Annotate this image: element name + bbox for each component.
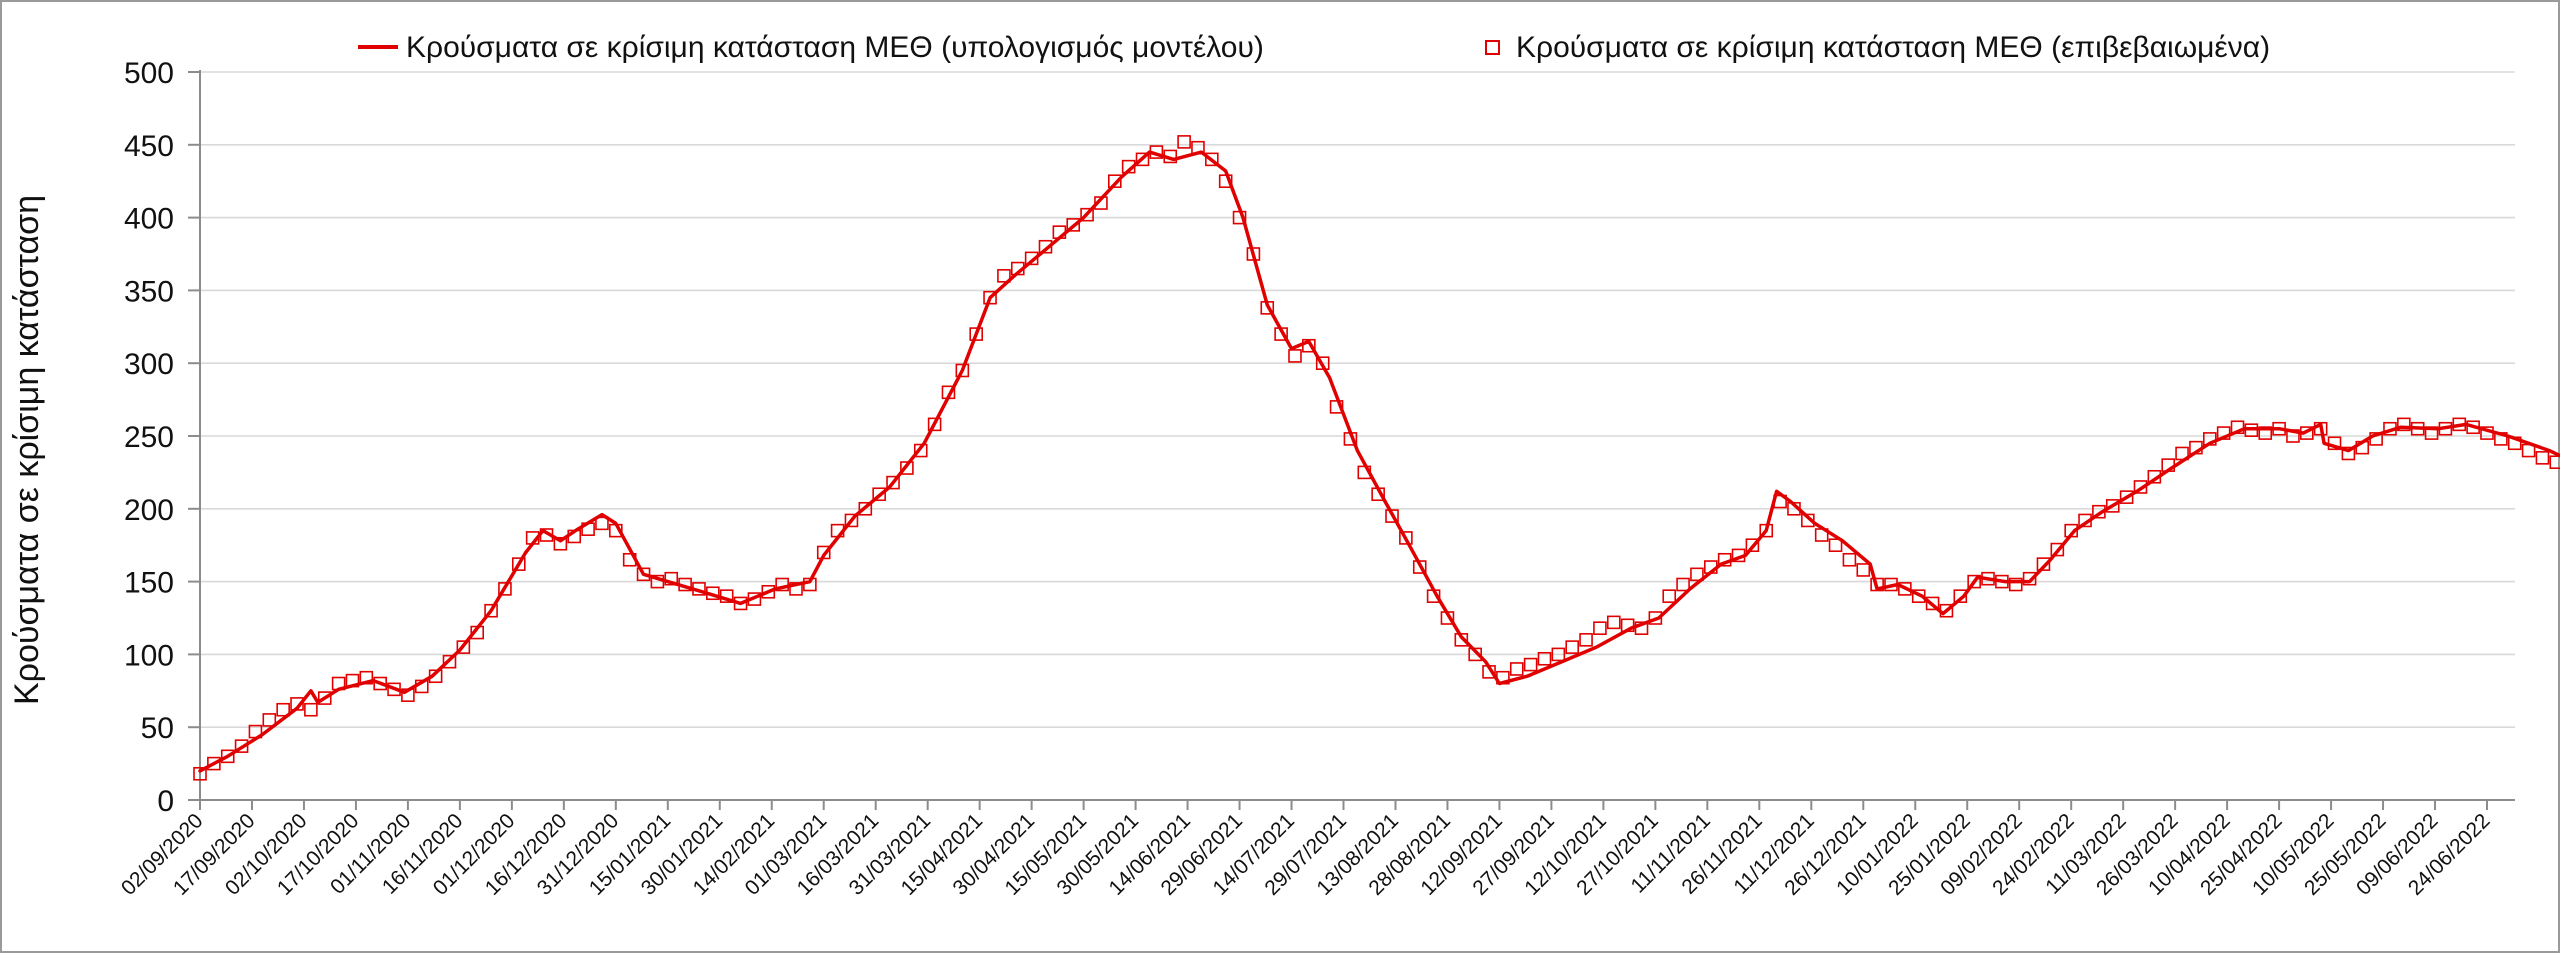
confirmed-data-point: [511, 557, 526, 571]
confirmed-data-point: [193, 766, 207, 781]
confirmed-data-point: [207, 756, 221, 771]
confirmed-data-point: [484, 603, 498, 618]
confirmed-data-point: [2341, 446, 2356, 461]
confirmed-data-point: [1925, 596, 1940, 611]
confirmed-data-point: [1108, 174, 1122, 188]
confirmed-data-point: [456, 640, 471, 654]
confirmed-data-point: [1509, 662, 1524, 676]
y-axis-title: Κρούσματα σε κρίσιμη κατάσταση: [8, 195, 46, 705]
confirmed-data-point: [1537, 651, 1552, 666]
model-line-series: [198, 150, 2560, 773]
confirmed-data-point: [1953, 589, 1968, 603]
confirmed-data-point: [1288, 349, 1302, 363]
confirmed-data-point: [886, 475, 900, 490]
confirmed-data-point: [2549, 455, 2560, 470]
y-tick-label: 300: [124, 348, 174, 381]
confirmed-data-point: [1523, 657, 1538, 672]
confirmed-data-point: [2008, 577, 2023, 592]
y-tick-label: 400: [124, 203, 174, 236]
confirmed-data-point: [900, 461, 914, 475]
confirmed-data-point: [1135, 152, 1150, 167]
y-tick-label: 100: [124, 639, 174, 672]
y-tick-label: 500: [124, 57, 174, 90]
model-line: [198, 150, 2560, 773]
confirmed-data-point: [2535, 451, 2550, 465]
confirmed-data-point: [373, 676, 387, 691]
confirmed-data-point: [983, 290, 997, 305]
y-tick-label: 0: [157, 785, 174, 818]
confirmed-data-point: [927, 417, 942, 432]
y-tick-label: 150: [124, 567, 174, 600]
y-tick-label: 50: [141, 712, 174, 745]
confirmed-data-point: [595, 516, 609, 531]
confirmed-data-point: [844, 513, 859, 528]
confirmed-data-point: [2036, 557, 2051, 571]
confirmed-data-point: [761, 584, 776, 599]
confirmed-data-point: [498, 582, 512, 596]
confirmed-data-point: [1676, 577, 1690, 592]
x-axis-ticks: 02/09/202017/09/202002/10/202017/10/2020…: [117, 800, 2495, 900]
confirmed-data-point: [234, 739, 249, 753]
confirmed-data-point: [2119, 490, 2134, 504]
confirmed-data-point: [1593, 621, 1607, 635]
confirmed-data-point: [262, 713, 277, 727]
y-axis-ticks: 0 50 100 150 200 250 300 350 400 450 500: [124, 57, 200, 818]
confirmed-data-point: [664, 571, 679, 586]
legend-square-marker: [1485, 40, 1500, 55]
confirmed-data-point: [955, 363, 970, 378]
confirmed-data-point: [1385, 509, 1399, 523]
confirmed-data-point: [1828, 538, 1843, 553]
gridlines: [200, 71, 2515, 729]
legend: Κρούσματα σε κρίσιμη κατάσταση ΜΕΘ (υπολ…: [358, 31, 2270, 64]
legend-label-model: Κρούσματα σε κρίσιμη κατάσταση ΜΕΘ (υπολ…: [406, 31, 1264, 64]
confirmed-data-point: [2397, 417, 2411, 432]
confirmed-data-point: [1468, 647, 1482, 662]
confirmed-data-point: [2105, 499, 2120, 513]
confirmed-data-point: [1967, 574, 1981, 589]
confirmed-data-point: [2050, 542, 2065, 557]
confirmed-data-point: [1579, 633, 1593, 647]
y-tick-label: 250: [124, 421, 174, 454]
confirmed-data-point: [220, 749, 235, 764]
confirmed-data-point: [442, 654, 457, 669]
confirmed-data-point: [1551, 647, 1566, 662]
confirmed-data-point: [1399, 531, 1413, 545]
confirmed-data-point: [1177, 135, 1191, 149]
confirmed-data-point: [1080, 207, 1094, 222]
y-tick-label: 350: [124, 275, 174, 308]
confirmed-data-point: [317, 691, 332, 705]
confirmed-data-point: [872, 487, 886, 502]
confirmed-data-point: [1565, 640, 1579, 654]
y-tick-label: 200: [124, 494, 174, 527]
confirmed-data-point: [1856, 563, 1871, 577]
confirmed-data-point: [2022, 571, 2037, 586]
confirmed-data-point: [1066, 218, 1081, 232]
confirmed-data-point: [913, 443, 928, 458]
confirmed-data-point: [969, 327, 983, 341]
y-tick-label: 450: [124, 130, 174, 163]
confirmed-data-point: [1205, 152, 1219, 167]
confirmed-markers-series: [193, 135, 2560, 781]
confirmed-data-point: [733, 596, 748, 611]
confirmed-data-point: [997, 269, 1011, 283]
legend-label-confirmed: Κρούσματα σε κρίσιμη κατάσταση ΜΕΘ (επιβ…: [1516, 31, 2270, 64]
confirmed-data-point: [304, 702, 318, 717]
confirmed-data-point: [1662, 589, 1677, 603]
confirmed-data-point: [1745, 538, 1760, 553]
confirmed-data-point: [1606, 615, 1621, 630]
confirmed-data-point: [553, 536, 568, 551]
confirmed-data-point: [1842, 552, 1857, 567]
confirmed-data-point: [858, 501, 873, 516]
confirmed-data-point: [276, 702, 290, 717]
confirmed-data-point: [1690, 567, 1704, 582]
